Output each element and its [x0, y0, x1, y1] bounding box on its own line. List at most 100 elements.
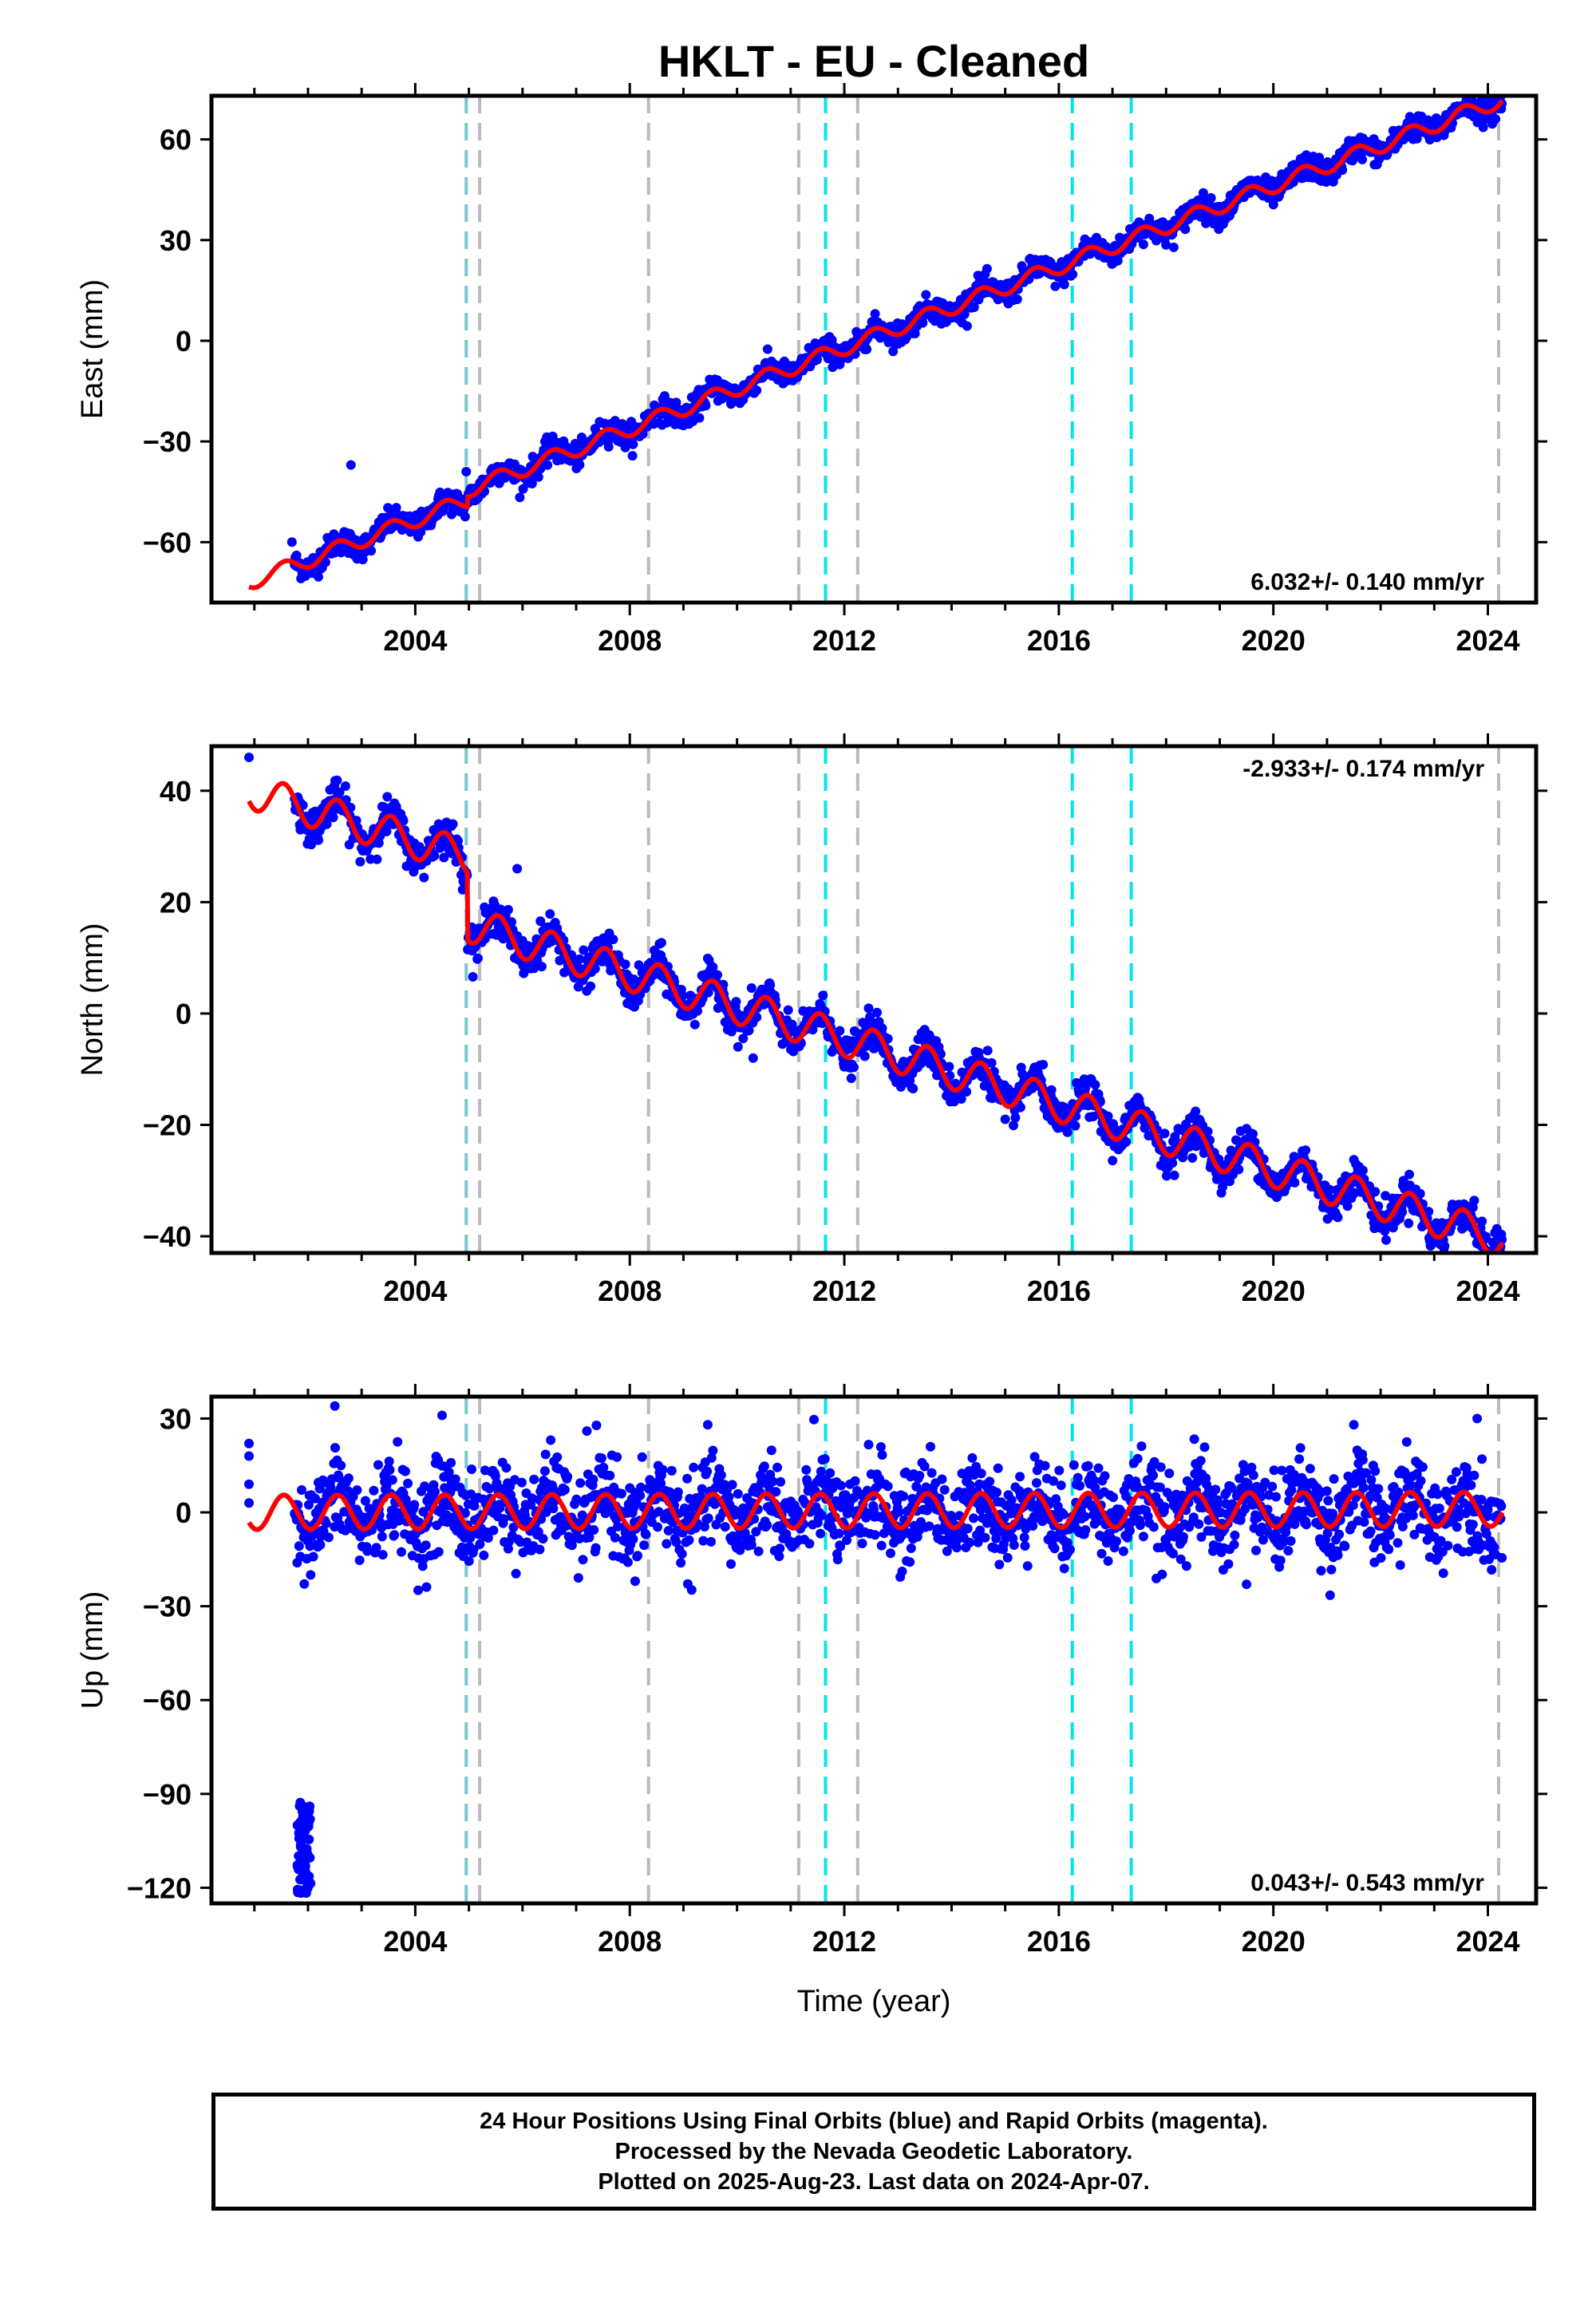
data-point — [591, 1421, 602, 1430]
data-point — [1191, 1106, 1201, 1117]
data-point — [641, 1529, 651, 1539]
rate-label: -2.933+/- 0.174 mm/yr — [1242, 756, 1484, 782]
data-point — [328, 812, 338, 823]
vertical-lines — [464, 746, 1500, 1253]
data-point — [377, 1531, 387, 1542]
data-point — [588, 1474, 598, 1484]
data-point — [944, 1061, 954, 1072]
data-point — [982, 263, 992, 274]
data-point — [1050, 281, 1061, 291]
data-point — [579, 945, 589, 955]
data-point — [354, 1555, 365, 1565]
data-point — [403, 1478, 413, 1488]
data-point — [563, 1472, 573, 1482]
outlier-point — [512, 864, 523, 874]
data-point — [1477, 1216, 1487, 1227]
data-point — [385, 1464, 395, 1475]
data-point — [1070, 1120, 1080, 1131]
data-point — [366, 546, 377, 556]
data-point — [1404, 1218, 1414, 1228]
data-point — [398, 816, 409, 826]
data-points — [244, 1401, 1507, 1898]
data-point — [314, 571, 323, 582]
data-point — [689, 1019, 700, 1030]
data-point — [772, 1462, 782, 1472]
data-point — [391, 503, 401, 513]
data-point — [915, 1471, 925, 1480]
data-point — [959, 309, 970, 319]
data-point — [1407, 127, 1417, 137]
data-point — [612, 1452, 622, 1462]
data-point — [373, 838, 384, 848]
data-point — [387, 1475, 397, 1485]
data-point — [633, 1551, 642, 1561]
data-point — [634, 960, 644, 970]
data-point — [872, 1007, 882, 1018]
data-point — [834, 1528, 844, 1539]
data-point — [355, 856, 365, 867]
data-point — [586, 981, 596, 991]
data-point — [1357, 1165, 1368, 1176]
data-point — [918, 318, 928, 328]
data-point — [306, 840, 317, 850]
data-point — [332, 775, 342, 785]
outlier-point — [346, 460, 356, 470]
data-point — [899, 1491, 909, 1501]
data-point — [876, 1540, 887, 1551]
data-point — [400, 1466, 410, 1476]
data-point — [1314, 152, 1325, 163]
data-point — [381, 826, 392, 836]
data-point — [446, 1457, 456, 1468]
data-point — [775, 1543, 785, 1554]
data-point — [373, 1460, 383, 1470]
data-point — [589, 1525, 599, 1535]
data-point — [1234, 1164, 1244, 1175]
data-point — [801, 1464, 812, 1475]
outlier-point — [286, 537, 297, 547]
data-points — [286, 96, 1507, 583]
data-point — [677, 1549, 687, 1559]
data-point — [419, 872, 429, 883]
data-point — [1404, 1169, 1414, 1180]
data-point — [608, 935, 618, 945]
data-point — [330, 1443, 340, 1453]
data-point — [886, 1548, 895, 1559]
data-point — [812, 354, 822, 365]
data-point — [1491, 114, 1501, 124]
data-point — [457, 884, 468, 895]
data-point — [421, 1582, 432, 1592]
data-point — [1108, 1156, 1118, 1166]
data-point — [628, 439, 638, 449]
data-point — [538, 1534, 548, 1544]
data-point — [825, 1468, 836, 1478]
data-point — [726, 1559, 736, 1569]
data-point — [1038, 1060, 1049, 1069]
data-point — [416, 527, 426, 537]
data-point — [299, 1579, 310, 1589]
data-point — [1121, 1137, 1132, 1147]
data-point — [1112, 255, 1123, 266]
chart-title: HKLT - EU - Cleaned — [658, 36, 1089, 86]
data-point — [908, 1084, 918, 1094]
model-curve — [248, 99, 1504, 591]
data-point — [576, 433, 587, 442]
data-points — [244, 752, 1507, 1253]
y-tick-label: −20 — [143, 1109, 192, 1142]
data-point — [1290, 1177, 1300, 1188]
data-point — [919, 1461, 930, 1472]
data-point — [389, 1530, 400, 1540]
data-point — [637, 1452, 647, 1462]
y-tick-label: 40 — [160, 775, 192, 808]
data-point — [746, 983, 757, 993]
data-point — [962, 321, 972, 331]
data-point — [706, 1536, 716, 1547]
data-point — [820, 1454, 830, 1464]
data-point — [926, 1441, 935, 1452]
data-point — [605, 1470, 615, 1480]
data-point — [857, 1539, 867, 1548]
data-point — [545, 909, 555, 919]
data-point — [539, 1466, 550, 1476]
data-point — [835, 1026, 845, 1036]
